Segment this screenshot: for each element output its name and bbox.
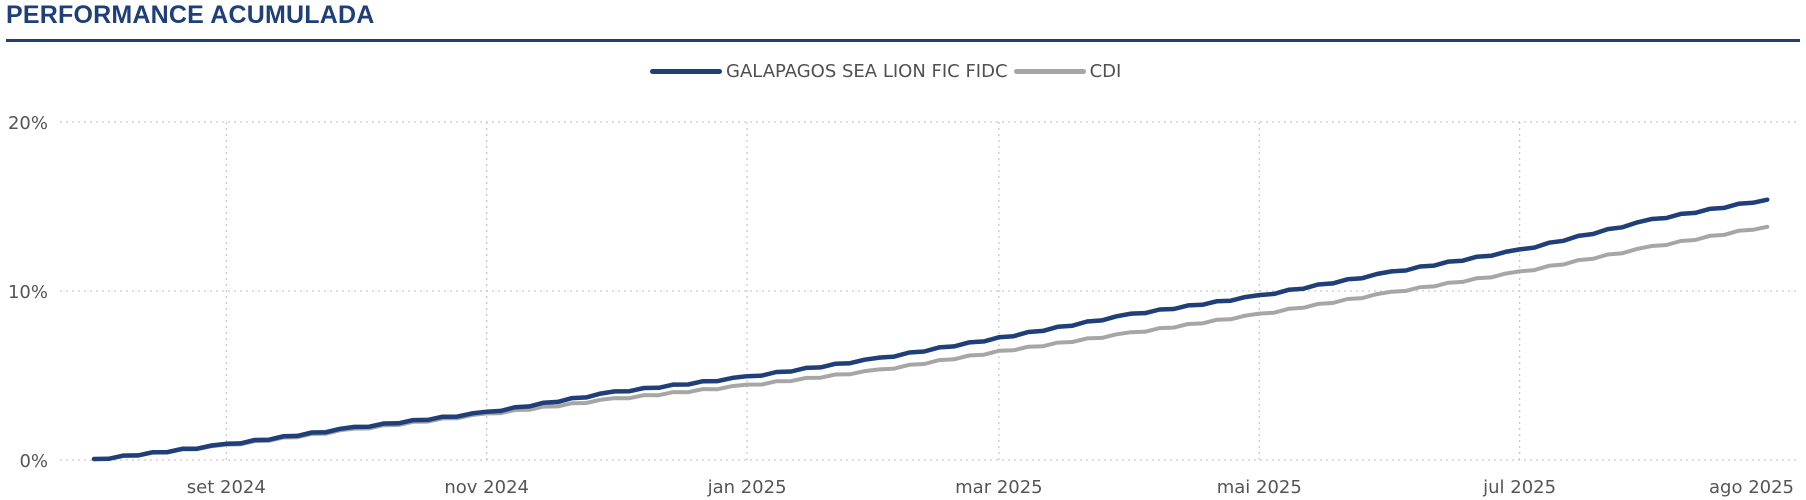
y-tick-label: 10% <box>8 282 48 303</box>
y-tick-label: 0% <box>19 451 48 472</box>
x-tick-label: mar 2025 <box>955 477 1043 498</box>
x-tick-label: mai 2025 <box>1217 477 1302 498</box>
chart-grid <box>60 121 1800 461</box>
chart-header: PERFORMANCE ACUMULADA <box>6 0 1800 42</box>
y-axis: 0% 10% 20% <box>8 113 48 472</box>
x-tick-label: set 2024 <box>187 477 266 498</box>
legend-label-fund: GALAPAGOS SEA LION FIC FIDC <box>726 60 1008 82</box>
chart-series <box>91 197 1770 462</box>
series-line-cdi <box>92 224 1770 461</box>
legend-item-fund[interactable]: GALAPAGOS SEA LION FIC FIDC <box>650 61 1008 82</box>
x-tick-label: jan 2025 <box>707 477 787 498</box>
legend-label-cdi: CDI <box>1089 60 1122 82</box>
x-tick-label: nov 2024 <box>444 477 529 498</box>
y-tick-label: 20% <box>8 113 48 134</box>
x-axis: set 2024 nov 2024 jan 2025 mar 2025 mai 2025… <box>187 477 1794 498</box>
legend-swatch-fund <box>650 68 722 74</box>
series-line-fund <box>91 197 1770 462</box>
page-title: PERFORMANCE ACUMULADA <box>6 1 375 29</box>
legend-item-cdi[interactable]: CDI <box>1013 60 1122 82</box>
x-tick-label: jul 2025 <box>1482 477 1556 498</box>
chart-legend: GALAPAGOS SEA LION FIC FIDC CDI <box>650 58 1127 84</box>
legend-swatch-cdi <box>1013 68 1086 74</box>
x-tick-label: ago 2025 <box>1709 477 1794 498</box>
